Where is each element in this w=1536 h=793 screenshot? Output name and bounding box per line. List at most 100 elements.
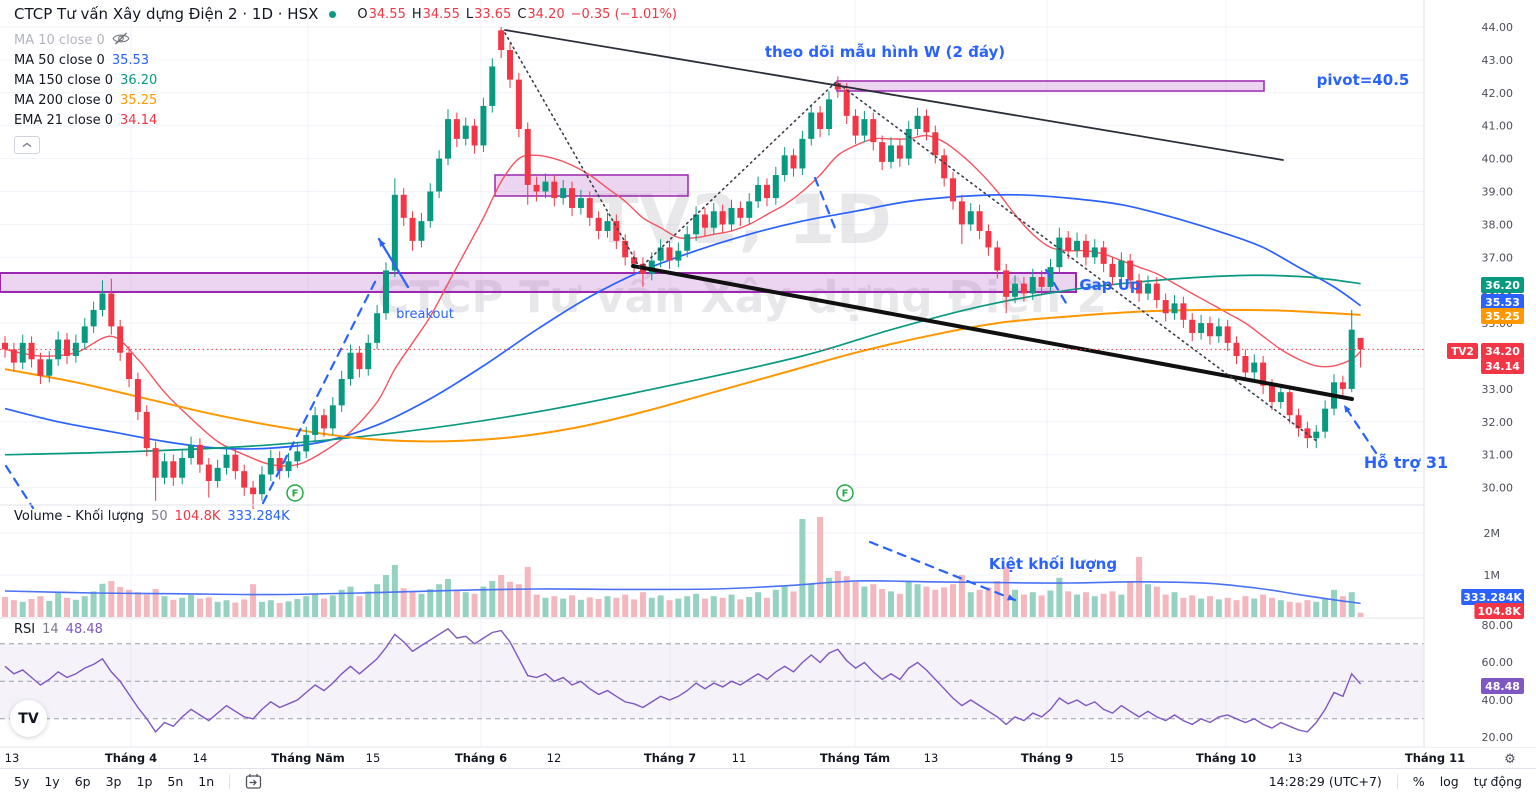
price-axis-label: 31.00 bbox=[1482, 449, 1514, 462]
rsi-value: 48.48 bbox=[65, 622, 103, 637]
rsi-line[interactable] bbox=[4, 627, 1362, 734]
volume-series[interactable] bbox=[2, 517, 1364, 617]
volume-axis-label: 1M bbox=[1484, 569, 1501, 582]
go-to-date-icon[interactable] bbox=[245, 773, 263, 790]
range-button-1n[interactable]: 1n bbox=[198, 773, 215, 789]
rsi-axis-label: 20.00 bbox=[1482, 731, 1514, 744]
time-axis[interactable]: 13 Tháng 4 14 Tháng Năm 15 Tháng 6 12 Tháng 7 11… bbox=[5, 751, 1516, 767]
support-note[interactable]: Hỗ trợ 31 bbox=[1364, 453, 1448, 472]
toolbar-separator bbox=[229, 773, 231, 789]
pivot-supply-box bbox=[836, 80, 1265, 92]
svg-text:48.48: 48.48 bbox=[1485, 680, 1520, 693]
uptrend-dash bbox=[261, 274, 380, 505]
ma-150-line[interactable] bbox=[4, 274, 1361, 456]
drawing-arrows[interactable] bbox=[4, 176, 1378, 602]
range-button-1y[interactable]: 1y bbox=[44, 773, 60, 789]
price-axis-label: 40.00 bbox=[1482, 153, 1514, 166]
resistance-box bbox=[494, 174, 689, 197]
time-axis-label: 13 bbox=[5, 751, 20, 765]
price-axis-label: 39.00 bbox=[1482, 186, 1514, 199]
volume-legend[interactable]: Volume - Khối lượng 50 104.8K 333.284K bbox=[14, 509, 290, 524]
price-axis-label: 32.00 bbox=[1482, 416, 1514, 429]
legend-collapse-button[interactable] bbox=[14, 136, 40, 154]
volume-dry-note[interactable]: Kiệt khối lượng bbox=[989, 554, 1117, 573]
range-button-3p[interactable]: 3p bbox=[105, 773, 122, 789]
pivot-note[interactable]: pivot=40.5 bbox=[1317, 71, 1410, 89]
range-button-group: 5y 1y 6p 3p 1p 5n 1n bbox=[14, 774, 214, 789]
rsi-axis-label: 80.00 bbox=[1482, 619, 1514, 632]
time-axis-label: Tháng Tám bbox=[820, 751, 890, 765]
high-label: H bbox=[411, 6, 422, 22]
axis-settings-icon[interactable]: ⚙ bbox=[1504, 752, 1516, 767]
market-status-dot bbox=[329, 10, 337, 18]
time-axis-label: Tháng 6 bbox=[455, 751, 507, 765]
support-arrow bbox=[1342, 403, 1378, 455]
ma-200-line[interactable] bbox=[4, 308, 1361, 443]
scale-button-tự-động[interactable]: tự động bbox=[1473, 773, 1522, 789]
time-axis-label: Tháng 10 bbox=[1196, 751, 1256, 765]
indicator-row[interactable]: MA 50 close 0 35.53 bbox=[14, 50, 677, 70]
symbol-title[interactable]: CTCP Tư vấn Xây dựng Điện 2 · 1D · HSX bbox=[14, 5, 319, 23]
volume-dry-arrow bbox=[868, 540, 1017, 602]
ma-50-line[interactable] bbox=[4, 193, 1362, 450]
indicator-row[interactable]: MA 10 close 0 bbox=[14, 30, 677, 50]
earnings-marker[interactable]: F bbox=[286, 484, 304, 502]
watermark: TV2, 1D CTCP Tư vấn Xây dựng Điện 2 bbox=[377, 181, 1107, 323]
earnings-marker[interactable]: F bbox=[836, 484, 854, 502]
downtrend-dash-left bbox=[4, 464, 35, 510]
ema-21-line[interactable] bbox=[4, 134, 1362, 467]
open-label: O bbox=[357, 6, 368, 22]
indicator-row[interactable]: MA 150 close 0 36.20 bbox=[14, 70, 677, 90]
eye-off-icon[interactable] bbox=[112, 32, 130, 49]
scale-button-%[interactable]: % bbox=[1412, 773, 1425, 789]
lower-trendline bbox=[631, 264, 1354, 401]
range-button-5y[interactable]: 5y bbox=[14, 773, 30, 789]
indicator-label: MA 200 close 0 bbox=[14, 92, 114, 108]
breakout-arrow bbox=[377, 237, 410, 289]
rsi-legend[interactable]: RSI 14 48.48 bbox=[14, 622, 103, 637]
rsi-axis-label: 40.00 bbox=[1482, 694, 1514, 707]
range-button-5n[interactable]: 5n bbox=[167, 773, 184, 789]
indicator-label: MA 150 close 0 bbox=[14, 72, 114, 88]
time-axis-label: 15 bbox=[1110, 751, 1125, 765]
gap-up-note[interactable]: Gap Up bbox=[1079, 276, 1141, 294]
indicator-row[interactable]: EMA 21 close 0 34.14 bbox=[14, 110, 677, 130]
time-axis-label: Tháng 9 bbox=[1021, 751, 1073, 765]
svg-text:35.53: 35.53 bbox=[1485, 296, 1520, 309]
chevron-up-icon bbox=[22, 142, 32, 148]
price-axis-label: 30.00 bbox=[1482, 482, 1514, 495]
breakout-note[interactable]: breakout bbox=[396, 307, 454, 322]
w-pattern-zigzag[interactable] bbox=[504, 32, 1319, 443]
axis-badge bbox=[1481, 343, 1524, 359]
clock-readout[interactable]: 14:28:29 (UTC+7) bbox=[1268, 773, 1382, 789]
svg-text:34.14: 34.14 bbox=[1485, 360, 1520, 373]
low-value: 33.65 bbox=[474, 6, 512, 22]
range-button-1p[interactable]: 1p bbox=[136, 773, 153, 789]
indicator-label: MA 10 close 0 bbox=[14, 32, 105, 48]
scale-button-log[interactable]: log bbox=[1439, 773, 1459, 789]
indicator-value: 35.25 bbox=[120, 92, 158, 108]
scale-button-group: % log tự động bbox=[1413, 774, 1522, 789]
tradingview-logo[interactable]: TV bbox=[10, 700, 47, 737]
rsi-axis-label: 60.00 bbox=[1482, 656, 1514, 669]
w-pattern-note[interactable]: theo dõi mẫu hình W (2 đáy) bbox=[765, 43, 1005, 61]
high-value: 34.55 bbox=[422, 6, 460, 22]
change-value: −0.35 (−1.01%) bbox=[570, 6, 677, 22]
drawing-boxes[interactable] bbox=[0, 80, 1265, 293]
time-axis-label: Tháng 4 bbox=[105, 751, 157, 765]
axis-badge bbox=[1461, 589, 1524, 605]
indicator-value: 36.20 bbox=[120, 72, 158, 88]
svg-text:F: F bbox=[842, 489, 849, 500]
price-axis[interactable]: 44.00 43.00 42.00 41.00 40.00 39.00 38.00 37.00… bbox=[1482, 21, 1514, 744]
indicator-row[interactable]: MA 200 close 0 35.25 bbox=[14, 90, 677, 110]
chart-canvas[interactable]: TV2, 1D CTCP Tư vấn Xây dựng Điện 2 F F 44.0… bbox=[0, 0, 1536, 769]
range-button-6p[interactable]: 6p bbox=[74, 773, 91, 789]
gap-dash-1 bbox=[813, 176, 837, 230]
trendlines[interactable] bbox=[504, 29, 1354, 443]
toolbar-separator bbox=[1396, 773, 1398, 789]
volume-current-value: 104.8K bbox=[174, 509, 221, 524]
axis-badge bbox=[1481, 308, 1524, 324]
svg-text:TV2: TV2 bbox=[1451, 346, 1474, 358]
